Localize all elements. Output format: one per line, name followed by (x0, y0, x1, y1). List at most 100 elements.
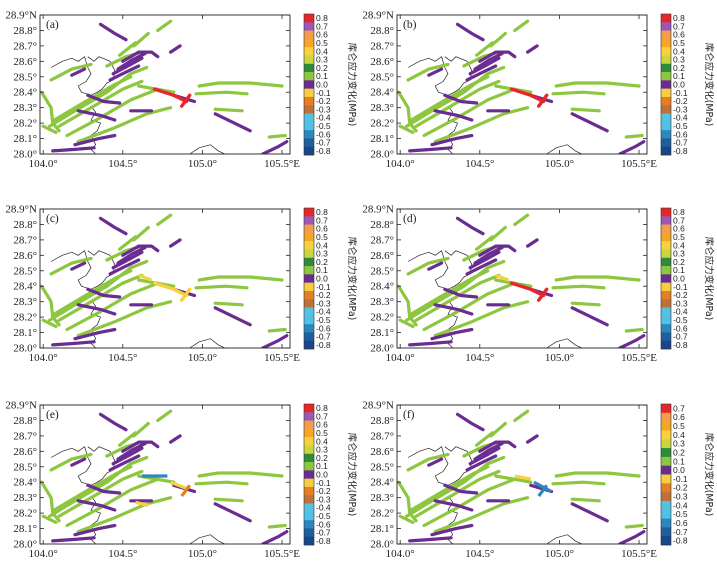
fault-trace (489, 225, 507, 242)
x-tick-label: 105.0° (188, 352, 217, 364)
colorbar-tick-label: 0.3 (316, 55, 328, 65)
y-tick-label: 28.1° (370, 133, 394, 145)
colorbar-tick-label: 0.0 (316, 80, 328, 90)
colorbar-swatch (304, 470, 314, 479)
colorbar-swatch (304, 437, 314, 446)
colorbar-swatch (661, 332, 671, 342)
fault-trace (408, 340, 453, 347)
colorbar-tick-label: -0.8 (316, 536, 331, 546)
colorbar-tick-label: -0.3 (673, 104, 688, 114)
x-tick-label: 104.0° (386, 158, 415, 170)
fault-trace (468, 446, 501, 466)
colorbar-swatch (661, 47, 671, 56)
colorbar-tick-label: 0.1 (316, 265, 328, 275)
fault-trace (465, 64, 498, 82)
colorbar-swatch (304, 315, 314, 325)
y-tick-label: 28.4° (13, 87, 37, 99)
fault-trace (427, 457, 444, 467)
fault-trace (465, 258, 498, 276)
colorbar-swatch (304, 138, 314, 148)
fault-trace (526, 44, 539, 54)
fault-trace (169, 44, 182, 54)
colorbar-swatch (304, 404, 314, 413)
colorbar-swatch (304, 146, 314, 156)
x-tick-label: 104.5° (465, 158, 494, 170)
rupture-segment (180, 287, 192, 302)
fault-trace (197, 81, 284, 88)
colorbar-tick-label: -0.4 (673, 113, 688, 123)
colorbar-tick-label: 0.5 (673, 421, 685, 431)
colorbar-swatch (661, 232, 671, 242)
y-tick-label: 28.7° (370, 40, 394, 52)
x-tick-label: 104.0° (29, 548, 58, 560)
y-tick-label: 28.4° (370, 477, 394, 489)
colorbar-tick-label: 0.6 (673, 30, 685, 40)
fault-trace (430, 327, 474, 341)
colorbar-tick-label: 0.0 (316, 274, 328, 284)
colorbar-tick-label: 0.4 (316, 240, 328, 250)
map-content (40, 409, 289, 544)
colorbar-tick-label: -0.6 (316, 129, 331, 139)
colorbar-tick-label: -0.1 (316, 88, 331, 98)
fault-trace (478, 244, 517, 257)
fault-trace (513, 19, 530, 32)
panel-b: 104.0° 104.5° 105.0° 105.5°E 28.9°N 28.8° 28.7… (357, 0, 714, 194)
colorbar-swatch (304, 130, 314, 139)
fault-trace (406, 62, 450, 82)
fault-trace (513, 409, 530, 422)
colorbar-tick-label: -0.3 (316, 494, 331, 504)
province-boundary (546, 144, 582, 154)
colorbar-tick-label: -0.6 (673, 323, 688, 333)
y-tick-label: 28.3° (13, 102, 37, 114)
y-tick-label: 28.6° (370, 250, 394, 262)
fault-trace (551, 480, 606, 486)
colorbar-tick-label: 0.4 (673, 430, 685, 440)
colorbar-tick-label: -0.4 (316, 503, 331, 513)
fault-trace (52, 269, 133, 316)
rupture-segment (180, 93, 192, 108)
fault-trace (409, 75, 490, 122)
rupture-segment (495, 273, 510, 282)
fault-trace (422, 477, 517, 528)
rupture-segment (509, 87, 546, 104)
fault-trace (443, 483, 479, 495)
map-content (397, 19, 646, 154)
fault-trace (473, 52, 504, 71)
fault-trace (86, 287, 122, 299)
x-tick-label: 104.5° (465, 548, 494, 560)
colorbar-swatch (304, 428, 314, 438)
colorbar-tick-label: 0.6 (673, 224, 685, 234)
fault-trace (116, 52, 147, 71)
colorbar-tick-label: 0.7 (316, 215, 328, 225)
fault-trace (76, 109, 117, 122)
colorbar-tick-label: -0.4 (316, 113, 331, 123)
colorbar-swatch (304, 332, 314, 342)
colorbar-swatch (304, 96, 314, 106)
y-tick-label: 28.4° (370, 87, 394, 99)
y-tick-label: 28.2° (370, 312, 394, 324)
fault-trace (455, 412, 485, 432)
colorbar-tick-label: -0.5 (316, 511, 331, 521)
fault-trace (570, 497, 601, 503)
y-tick-label: 28.5° (13, 265, 37, 277)
fault-trace (554, 81, 641, 88)
colorbar-tick-label: 0.2 (673, 257, 685, 267)
province-boundary (189, 534, 225, 544)
colorbar-tick-label: 0.1 (673, 265, 685, 275)
colorbar-tick-label: 0.4 (673, 240, 685, 250)
province-boundary (546, 534, 582, 544)
fault-trace (65, 87, 160, 138)
plot-frame (39, 404, 291, 545)
fault-trace (433, 303, 474, 316)
colorbar-swatch (304, 520, 314, 529)
y-tick-label: 28.2° (370, 508, 394, 520)
colorbar-frame (660, 403, 672, 546)
colorbar-swatch (304, 241, 314, 250)
fault-trace (405, 455, 506, 518)
fault-trace (76, 303, 117, 316)
fault-trace (398, 124, 415, 134)
fault-trace (86, 93, 122, 105)
fault-trace (570, 502, 609, 523)
colorbar-swatch (304, 30, 314, 40)
colorbar-tick-label: -0.7 (316, 528, 331, 538)
